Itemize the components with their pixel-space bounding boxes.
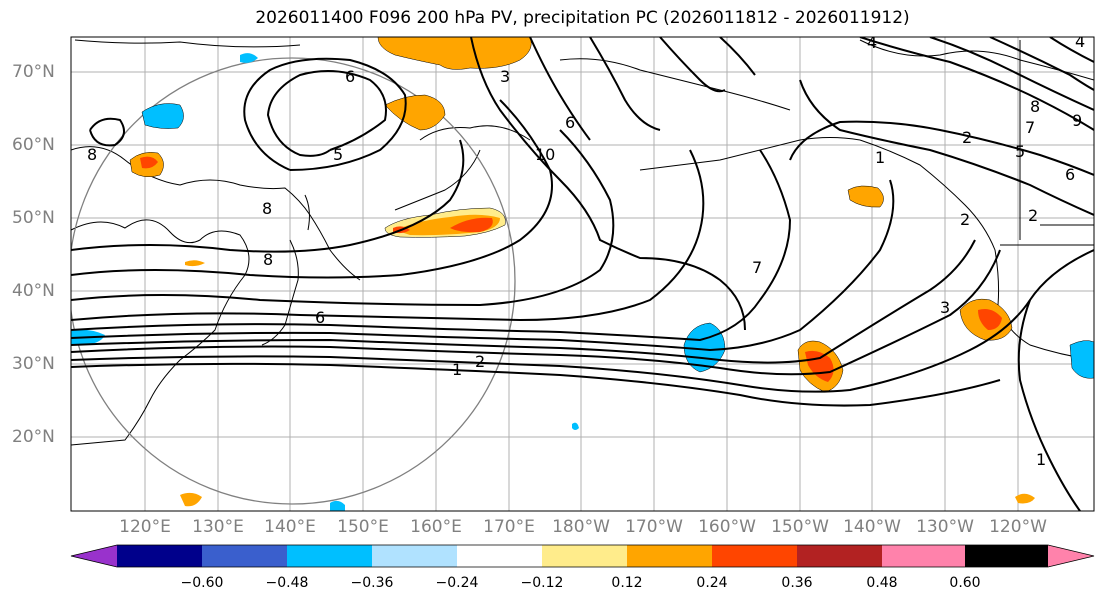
colorbar-segment (965, 545, 1048, 567)
lon-label: 160°E (410, 517, 462, 537)
contour-label: 3 (940, 298, 950, 317)
lat-label: 60°N (12, 135, 55, 155)
contour-label: 4 (867, 33, 877, 52)
colorbar-segment (627, 545, 712, 567)
colorbar-segment (457, 545, 542, 567)
contour-label: 6 (1065, 165, 1075, 184)
colorbar-segment (542, 545, 627, 567)
lat-label: 30°N (12, 354, 55, 374)
lat-label: 50°N (12, 208, 55, 228)
colorbar-segment (287, 545, 372, 567)
contour-label: 8 (1030, 97, 1040, 116)
lon-label: 150°E (337, 517, 389, 537)
colorbar-tick: 0.12 (611, 575, 643, 591)
highlight-circle (71, 57, 516, 505)
lon-label: 160°W (698, 517, 756, 537)
colorbar-segment (797, 545, 882, 567)
contour-label: 2 (1028, 206, 1038, 225)
contour-label: 5 (333, 145, 343, 164)
colorbar-segment (882, 545, 965, 567)
lat-label: 40°N (12, 281, 55, 301)
contour-label: 2 (475, 352, 485, 371)
contour-label: 7 (752, 258, 762, 277)
lon-label: 170°W (625, 517, 683, 537)
lat-label: 20°N (12, 427, 55, 447)
lon-label: 140°E (264, 517, 316, 537)
contour-label: 1 (452, 360, 462, 379)
colorbar-tick: −0.12 (520, 575, 564, 591)
colorbar-underflow-arrow (71, 545, 117, 567)
coastlines (71, 39, 1094, 446)
contour-label: 3 (500, 67, 510, 86)
map-frame (70, 36, 1095, 512)
colorbar-overflow-arrow (1048, 545, 1094, 567)
lon-label: 130°W (916, 517, 974, 537)
colorbar-tick: 0.48 (866, 575, 898, 591)
pv-contours (71, 37, 1094, 511)
contour-label: 6 (345, 67, 355, 86)
contour-label: 5 (1015, 142, 1025, 161)
lon-label: 120°E (119, 517, 171, 537)
colorbar-segment (202, 545, 287, 567)
colorbar-segment (117, 545, 202, 567)
colorbar-tick: −0.48 (265, 575, 309, 591)
map-background (71, 37, 1094, 511)
colorbar-tick: −0.36 (350, 575, 394, 591)
colorbar-tick: −0.60 (180, 575, 224, 591)
colorbar-tick: 0.60 (949, 575, 981, 591)
lon-label: 180°W (552, 517, 610, 537)
colorbar-segment (712, 545, 797, 567)
map-title: 2026011400 F096 200 hPa PV, precipitatio… (255, 8, 910, 28)
lon-label: 150°W (771, 517, 829, 537)
contour-label: 1 (1036, 450, 1046, 469)
lon-label: 170°E (483, 517, 535, 537)
contour-label: 6 (565, 113, 575, 132)
contour-label: 10 (535, 145, 555, 164)
colorbar-segment (372, 545, 457, 567)
contour-label: 9 (1072, 111, 1082, 130)
colorbar-tick: 0.24 (696, 575, 728, 591)
contour-label: 2 (962, 128, 972, 147)
map-plot-area: 6 5 8 8 6 10 1 2 1 2 3 2 4 5 6 7 8 9 4 1… (71, 32, 1094, 511)
lon-label: 140°W (843, 517, 901, 537)
contour-label: 1 (875, 148, 885, 167)
contour-label: 8 (87, 145, 97, 164)
contour-label: 7 (1025, 118, 1035, 137)
colorbar (70, 544, 1095, 568)
colorbar-tick: −0.24 (435, 575, 479, 591)
contour-label-group: 6 5 8 8 6 10 1 2 1 2 3 2 4 5 6 7 8 9 4 1… (87, 32, 1085, 469)
contour-label: 2 (960, 210, 970, 229)
contour-label: 4 (1075, 32, 1085, 51)
lat-label: 70°N (12, 62, 55, 82)
contour-label: 8 (262, 199, 272, 218)
gridlines (71, 37, 1094, 511)
contour-label: 6 (315, 308, 325, 327)
contour-label: 8 (263, 250, 273, 269)
lon-label: 120°W (989, 517, 1047, 537)
colorbar-tick: 0.36 (781, 575, 813, 591)
lon-label: 130°E (192, 517, 244, 537)
